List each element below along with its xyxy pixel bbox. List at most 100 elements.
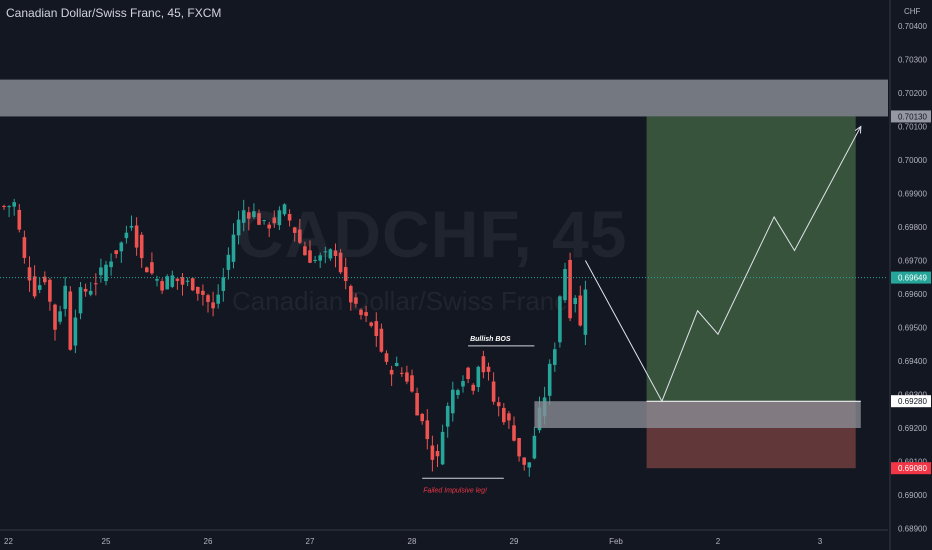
candle-body	[63, 285, 67, 309]
candle-body	[180, 276, 185, 285]
candle-body	[68, 291, 73, 350]
candle-body	[481, 356, 486, 373]
candle-body	[553, 349, 557, 365]
price-tick-label: 0.70300	[898, 56, 927, 65]
candle-body	[394, 362, 399, 366]
price-tick-label: 0.69300	[898, 391, 927, 400]
price-tick-label: 0.69100	[898, 458, 927, 467]
candle-body	[476, 366, 481, 388]
candle-body	[134, 225, 139, 248]
candle-body	[466, 367, 470, 380]
candle-body	[328, 249, 333, 259]
candle-body	[221, 277, 226, 291]
candle-body	[99, 267, 103, 276]
candle-body	[53, 304, 57, 330]
candle-body	[364, 312, 368, 316]
candle-body	[578, 295, 583, 326]
candle-body	[435, 451, 440, 457]
projection-arrow-head	[854, 125, 862, 134]
candle-body	[308, 250, 312, 263]
candle-body	[568, 259, 572, 319]
candle-body	[400, 372, 404, 374]
watermark-symbol: CADCHF, 45	[236, 197, 628, 271]
projection-path	[584, 126, 862, 403]
time-tick-label: 3	[818, 537, 823, 546]
candle-body	[410, 375, 414, 392]
candle-body	[338, 252, 343, 273]
candle-body	[267, 224, 271, 229]
candle-body	[323, 251, 328, 253]
watermark-name: Canadian Dollar/Swiss Franc	[232, 286, 568, 316]
candle-body	[185, 280, 190, 282]
candle-body	[88, 290, 93, 295]
candle-body	[139, 234, 144, 259]
candle-body	[196, 286, 200, 294]
candle-body	[272, 217, 277, 224]
candle-body	[262, 220, 266, 222]
candle-body	[160, 281, 164, 291]
price-tick-label: 0.70400	[898, 22, 927, 31]
time-tick-label: 26	[204, 537, 213, 546]
candles	[2, 198, 588, 477]
price-tick-label: 0.69000	[898, 491, 927, 500]
candle-body	[313, 259, 317, 261]
candle-body	[2, 205, 6, 208]
price-label-bg	[891, 462, 931, 475]
candle-body	[32, 276, 37, 297]
chart-title: Canadian Dollar/Swiss Franc, 45, FXCM	[6, 6, 222, 20]
candle-body	[298, 229, 302, 243]
candle-body	[247, 212, 251, 219]
candle-body	[277, 210, 282, 226]
demand-zone	[534, 401, 861, 428]
candle-body	[22, 237, 27, 258]
candle-body	[201, 290, 205, 295]
price-label: 0.69080	[898, 464, 927, 473]
bos-label-bg	[468, 334, 513, 344]
candle-body	[241, 210, 246, 223]
price-tick-label: 0.69600	[898, 290, 927, 299]
candle-body	[226, 254, 231, 270]
candle-body	[384, 353, 389, 362]
candle-body	[109, 261, 113, 268]
candle-body	[507, 413, 511, 421]
price-tick-label: 0.70200	[898, 89, 927, 98]
time-tick-label: Feb	[609, 537, 623, 546]
candle-body	[343, 267, 348, 281]
candle-body	[17, 209, 22, 230]
candle-body	[456, 390, 460, 395]
time-tick-label: 28	[408, 537, 417, 546]
candle-body	[48, 279, 52, 302]
candle-body	[27, 267, 32, 281]
candle-body	[58, 311, 62, 322]
candle-body	[129, 225, 134, 228]
candle-body	[190, 278, 195, 291]
candle-body	[532, 435, 537, 459]
candle-body	[145, 267, 149, 273]
candle-body	[333, 250, 338, 256]
candle-body	[124, 232, 129, 239]
candle-body	[287, 214, 292, 221]
candle-body	[496, 402, 501, 407]
price-tick-label: 0.70100	[898, 123, 927, 132]
price-label: 0.69649	[898, 274, 927, 283]
target-zone	[646, 116, 856, 402]
candle-body	[451, 389, 455, 414]
candle-body	[119, 242, 124, 252]
candle-body	[303, 246, 307, 256]
candle-body	[512, 425, 516, 441]
price-label: 0.69280	[898, 397, 927, 406]
candle-body	[236, 219, 241, 236]
candle-body	[7, 206, 11, 208]
candle-body	[415, 393, 419, 416]
candle-body	[175, 278, 180, 281]
candle-body	[374, 321, 379, 337]
candle-body	[471, 384, 475, 391]
candle-body	[318, 255, 322, 261]
candle-body	[522, 457, 526, 465]
candle-body	[563, 269, 567, 301]
candle-body	[359, 309, 363, 315]
candle-body	[282, 204, 287, 215]
candle-body	[83, 288, 88, 292]
candle-body	[558, 296, 562, 343]
